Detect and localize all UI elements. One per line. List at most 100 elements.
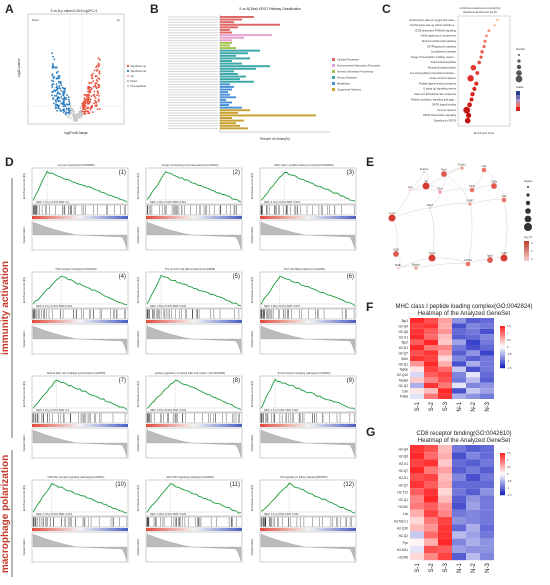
volcano-point xyxy=(68,102,71,105)
reactome-dot xyxy=(496,18,499,22)
reactome-terms: Erythrocytes take up oxygen and relea...… xyxy=(410,18,457,123)
gsea-panel-number: (2) xyxy=(233,170,240,176)
heatmap-cell xyxy=(466,339,480,345)
heatmap-cell xyxy=(438,459,452,467)
gsea-plot: NOD-like receptor signaling pathway(mmu0… xyxy=(22,475,129,563)
kegg-bar-label xyxy=(168,26,218,28)
heatmap-row-label: H2-Q4 xyxy=(399,447,409,451)
volcano-point xyxy=(59,108,61,110)
volcano-point xyxy=(62,111,65,114)
kegg-bar xyxy=(220,65,270,68)
heatmap-scale-tick: 1 xyxy=(507,458,509,462)
reactome-term: Immune System xyxy=(437,108,456,112)
network-node xyxy=(388,214,396,222)
volcano-point xyxy=(56,87,59,90)
network-node xyxy=(392,250,400,258)
volcano-point xyxy=(92,72,94,75)
gsea-plot: IKK signaling in kidney disease(WP3657) E… xyxy=(250,475,357,563)
kegg-bar-label xyxy=(168,63,218,65)
gsea-rank-band xyxy=(32,320,128,323)
gsea-hit-frame xyxy=(31,308,129,320)
heatmap-cell xyxy=(410,452,424,460)
network-node-label: Cd2 xyxy=(502,194,507,198)
heatmap-scale-tick: 0.5 xyxy=(507,338,511,342)
heatmap-cell xyxy=(452,350,466,356)
gsea-rank-band xyxy=(260,216,356,219)
volcano-point xyxy=(97,65,100,68)
gsea-plot: Natural killer cell mediated cytotoxicit… xyxy=(22,371,129,459)
heatmap-f-cells: Tap1H2-Q4H2-Q6H2-K1Tap2H2-D1H2-Q7B2mH2-Q… xyxy=(397,318,512,412)
heatmap-cell xyxy=(466,361,480,367)
heatmap-cell xyxy=(438,345,452,351)
network-node xyxy=(500,254,508,262)
kegg-bar-label xyxy=(168,89,218,91)
heatmap-cell xyxy=(452,517,466,525)
volcano-point xyxy=(88,88,90,91)
volcano-point xyxy=(87,98,90,100)
heatmap-cell xyxy=(424,350,438,356)
gsea-ylabel2: Ranked Metric xyxy=(250,330,254,347)
volcano-point xyxy=(66,94,68,96)
kegg-legend-label: Genetic Information Processing xyxy=(337,70,374,74)
gsea-nes-text: NES: 2.31 p<0.001 FDR: 0.001 xyxy=(264,200,301,204)
heatmap-cell xyxy=(410,350,424,356)
volcano-point xyxy=(90,87,93,90)
heatmap-cell xyxy=(410,355,424,362)
heatmap-cell xyxy=(410,545,424,553)
volcano-legend-dot xyxy=(126,64,130,68)
heatmap-cell xyxy=(438,377,452,383)
heatmap-cell xyxy=(438,531,452,539)
heatmap-row-label: Tap2 xyxy=(401,341,408,345)
volcano-point xyxy=(94,85,97,88)
heatmap-cell xyxy=(424,545,438,553)
volcano-point xyxy=(98,64,101,66)
network-node-label: Klrd1 xyxy=(429,251,436,255)
volcano-point xyxy=(65,97,67,99)
heatmap-cell xyxy=(410,361,424,367)
volcano-point xyxy=(69,106,72,109)
reactome-dot xyxy=(482,44,486,49)
volcano-point xyxy=(95,82,98,85)
kegg-bar-label xyxy=(168,94,218,96)
volcano-point xyxy=(86,106,89,109)
network-edge xyxy=(503,199,508,259)
network-edge xyxy=(439,188,473,193)
heatmap-cell xyxy=(410,459,424,467)
reactome-term: Erythrocytes take up oxygen and relea... xyxy=(410,18,457,22)
volcano-point xyxy=(85,95,88,98)
heatmap-cell xyxy=(424,366,438,372)
heatmap-cell xyxy=(410,334,424,340)
volcano-point xyxy=(93,93,96,96)
gsea-title: immune response(GO:0006955) xyxy=(57,163,94,167)
kegg-bar-label xyxy=(168,81,218,83)
heatmap-cell xyxy=(466,345,480,351)
kegg-legend-swatch xyxy=(332,76,335,79)
heatmap-cell xyxy=(438,350,452,356)
heatmap-cell xyxy=(424,328,438,335)
kegg-bar xyxy=(220,28,230,31)
gsea-title: Antigen processing and presentation(mmu0… xyxy=(162,163,219,167)
heatmap-g-title: CD8 receptor binding(GO:0042610) xyxy=(416,431,511,437)
gsea-panel-number: (7) xyxy=(119,378,126,384)
gsea-rank-band xyxy=(146,320,242,323)
gsea-ylabel: Enrichment score (ES) xyxy=(136,485,140,511)
volcano-point xyxy=(80,115,83,118)
heatmap-cell xyxy=(438,382,452,389)
kegg-legend: Cellular Processes Environmental Informat… xyxy=(332,58,380,92)
heatmap-cell xyxy=(452,334,466,340)
heatmap-scale-step xyxy=(500,492,505,496)
volcano-point xyxy=(95,104,98,107)
volcano-point xyxy=(60,84,63,87)
heatmap-row-label: H2-T22 xyxy=(397,491,408,495)
heatmap-cell xyxy=(452,473,466,481)
heatmap-row-label: H2-K1 xyxy=(399,335,408,339)
gsea-nes-text: NES: 2.21 p<0.001 FDR<0.001 xyxy=(36,304,73,308)
volcano-point xyxy=(51,86,54,89)
volcano-point xyxy=(68,100,71,103)
network-node-label: Lck xyxy=(408,185,413,189)
gsea-hit-frame xyxy=(145,308,243,320)
volcano-point xyxy=(56,66,58,69)
gsea-title: B cell receptor signaling pathway(mmu046… xyxy=(278,371,331,375)
heatmap-cell xyxy=(410,495,424,503)
